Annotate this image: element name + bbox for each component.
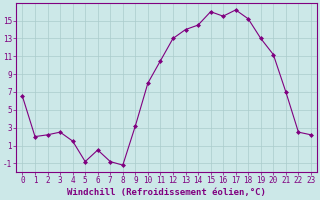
X-axis label: Windchill (Refroidissement éolien,°C): Windchill (Refroidissement éolien,°C) <box>67 188 266 197</box>
